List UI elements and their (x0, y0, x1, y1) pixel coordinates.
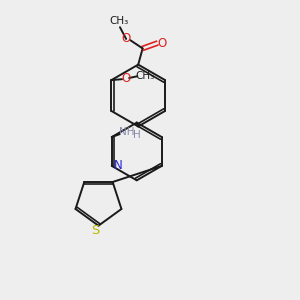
Text: N: N (114, 159, 123, 172)
Text: S: S (91, 224, 99, 238)
Text: O: O (122, 32, 131, 46)
Text: CH₃: CH₃ (110, 16, 129, 26)
Text: O: O (157, 37, 167, 50)
Text: O: O (121, 72, 130, 85)
Text: CH₃: CH₃ (135, 71, 154, 81)
Text: H: H (133, 130, 141, 140)
Text: NH: NH (119, 127, 134, 137)
